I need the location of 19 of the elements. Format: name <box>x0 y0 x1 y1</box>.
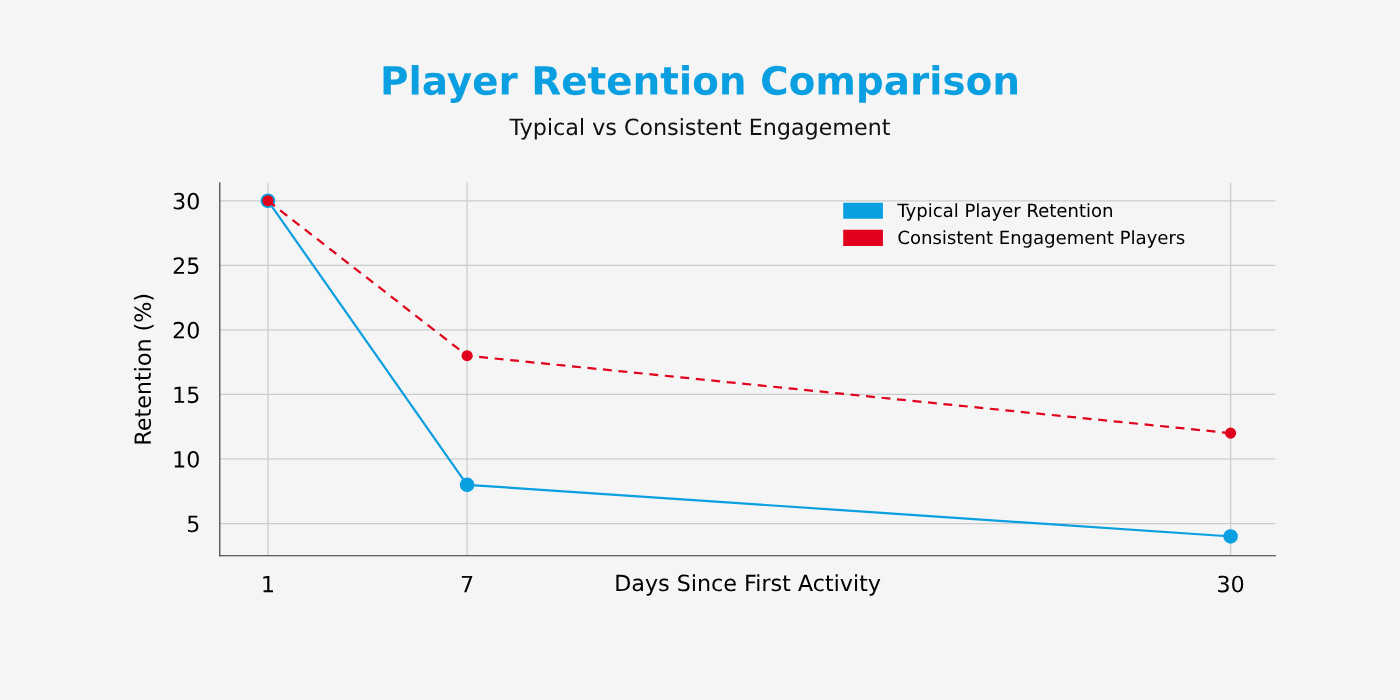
chart-title: Player Retention Comparison <box>383 65 1017 103</box>
x-tick-label: 30 <box>1218 575 1244 593</box>
point <box>461 350 473 362</box>
x-axis-title: Days Since First Activity <box>616 574 881 596</box>
y-tick-label: 30 <box>173 192 199 210</box>
y-tick-label: 25 <box>173 257 199 275</box>
point <box>1223 529 1238 544</box>
chart-subtitle: Typical vs Consistent Engagement <box>509 118 890 140</box>
y-tick-label: 10 <box>174 450 199 468</box>
x-tick-label: 7 <box>461 575 473 593</box>
y-tick-label: 5 <box>187 515 199 533</box>
legend-label: Typical Player Retention <box>897 203 1112 221</box>
y-tick-label: 20 <box>173 321 199 339</box>
point <box>1225 427 1237 439</box>
legend-label: Consistent Engagement Players <box>898 230 1185 248</box>
y-axis-title: Retention (%) <box>133 294 154 444</box>
point <box>459 477 475 493</box>
y-tick-label: 15 <box>174 386 199 404</box>
x-tick-label: 1 <box>263 575 273 593</box>
